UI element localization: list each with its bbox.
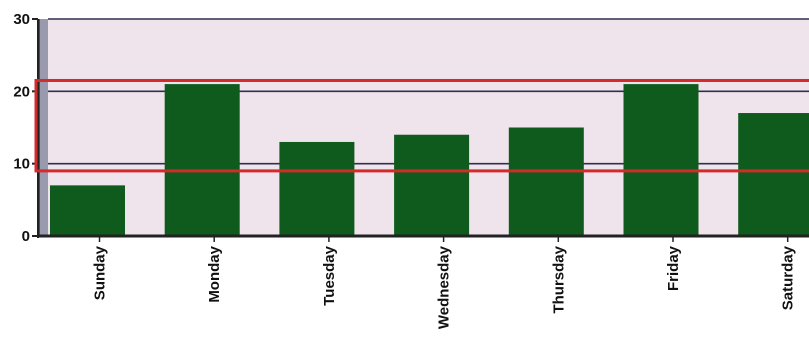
x-tick-label-saturday: Saturday — [780, 245, 797, 310]
bar-wednesday — [394, 134, 470, 236]
bar-saturday — [738, 113, 809, 236]
axes — [37, 19, 809, 238]
x-tick-label-wednesday: Wednesday — [436, 245, 453, 329]
bar-monday — [164, 84, 240, 236]
x-tick-label-tuesday: Tuesday — [321, 245, 338, 305]
y-tick-label-0: 0 — [22, 228, 30, 245]
x-tick-label-thursday: Thursday — [550, 245, 567, 313]
y-tick-label-10: 10 — [13, 156, 30, 173]
bar-tuesday — [279, 141, 355, 236]
bar-thursday — [508, 127, 584, 236]
bars — [50, 84, 809, 236]
highlight-annotation — [34, 78, 809, 173]
x-tick-label-sunday: Sunday — [92, 245, 109, 300]
y-axis-ticks: 0 10 20 30 — [13, 11, 38, 245]
x-tick-label-friday: Friday — [665, 245, 682, 291]
bar-friday — [623, 84, 699, 236]
highlight-box — [34, 78, 809, 173]
bar-sunday — [50, 185, 125, 236]
x-tick-label-monday: Monday — [206, 245, 223, 302]
y-tick-label-20: 20 — [13, 83, 30, 100]
x-axis-ticks: Sunday Monday Tuesday Wednesday Thursday Frid… — [92, 236, 797, 329]
y-tick-label-30: 30 — [13, 11, 30, 28]
side-wall — [39, 19, 48, 236]
